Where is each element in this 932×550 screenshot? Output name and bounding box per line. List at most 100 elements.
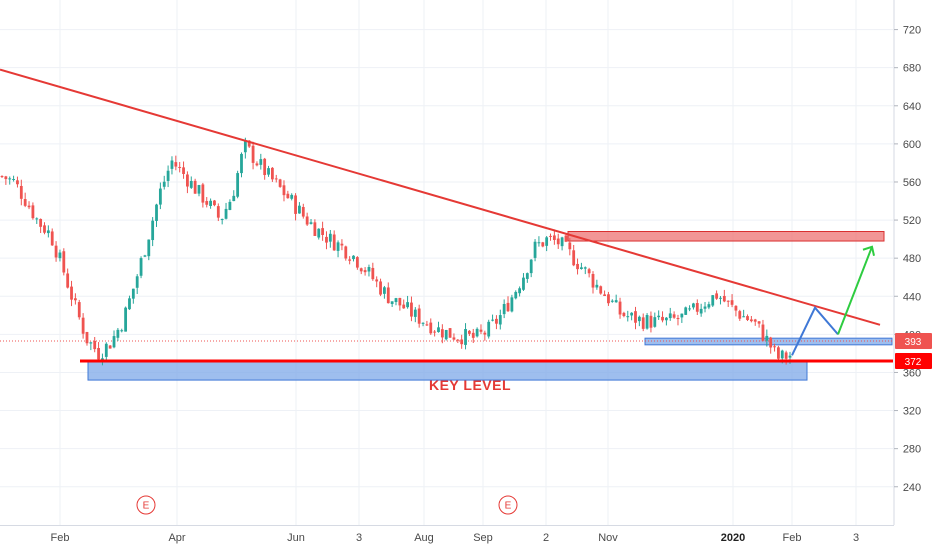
candle-body: [278, 179, 282, 187]
candle-body: [518, 288, 522, 294]
candle-body: [769, 337, 773, 348]
grid: [0, 0, 893, 525]
earnings-event-marker: [136, 495, 156, 515]
candle-body: [359, 268, 363, 272]
time-tick-label: Nov: [598, 532, 618, 544]
price-axis-bg: [894, 0, 932, 550]
candle-body: [722, 295, 726, 302]
candle-body: [444, 330, 448, 340]
candle-body: [672, 314, 676, 318]
candle-body: [587, 269, 591, 274]
price-tick-label: 320: [903, 406, 921, 418]
candle-body: [386, 287, 390, 304]
zones: [0, 231, 893, 381]
projection-path: [791, 305, 839, 356]
candle-body: [220, 218, 224, 220]
candle-body: [309, 222, 313, 224]
candle-body: [166, 170, 170, 181]
candle-body: [267, 168, 270, 175]
candle-body: [425, 324, 429, 326]
candle-body: [734, 305, 738, 311]
candle-body: [97, 348, 100, 360]
candle-body: [263, 158, 267, 176]
candle-body: [81, 317, 85, 334]
price-tick-label: 720: [903, 25, 921, 37]
candle-body: [12, 179, 15, 181]
time-tick-label: Feb: [783, 532, 802, 544]
candle-body: [31, 205, 35, 219]
candle-body: [657, 315, 661, 318]
candle-body: [39, 218, 43, 227]
candle-body: [170, 160, 174, 169]
candle-body: [325, 236, 328, 243]
candle-body: [139, 258, 143, 276]
price-badges: 393 372: [895, 333, 932, 370]
candle-body: [128, 298, 131, 310]
candle-body: [213, 200, 216, 206]
candle-body: [305, 216, 309, 225]
candle-body: [680, 313, 684, 318]
candle-body: [162, 181, 166, 187]
candle-body: [556, 238, 560, 245]
price-axis[interactable]: 240280320360400440480520560600640680720: [893, 0, 932, 550]
candle-body: [413, 309, 417, 317]
candle-body: [452, 337, 456, 340]
candle-body: [498, 315, 502, 325]
candle-body: [216, 206, 220, 218]
candle-body: [62, 251, 66, 273]
candle-body: [773, 346, 776, 348]
candle-body: [186, 174, 189, 187]
candle-body: [522, 277, 525, 290]
candle-body: [738, 311, 742, 319]
candle-body: [634, 311, 637, 323]
candle-body: [765, 335, 769, 341]
candle-body: [19, 185, 23, 199]
candle-body: [367, 267, 371, 272]
candle-body: [537, 242, 541, 244]
price-tick-label: 520: [903, 215, 921, 227]
candle-body: [313, 222, 317, 236]
candle-body: [502, 303, 506, 315]
candle-body: [591, 273, 595, 288]
candle-body: [0, 176, 4, 178]
candle-body: [402, 304, 406, 309]
candle-body: [197, 185, 201, 194]
candle-body: [475, 328, 479, 337]
candle-body: [27, 205, 31, 208]
candle-body: [618, 301, 622, 315]
candle-body: [243, 140, 247, 153]
candle-body: [286, 193, 290, 199]
time-tick-label: 2: [543, 532, 549, 544]
candle-body: [433, 331, 437, 333]
candle-body: [726, 300, 730, 302]
time-tick-label: Feb: [51, 532, 70, 544]
candle-body: [564, 235, 568, 242]
candle-body: [390, 301, 394, 304]
candle-body: [695, 303, 699, 312]
candle-body: [440, 329, 444, 338]
candle-body: [50, 231, 54, 246]
candle-body: [552, 235, 556, 240]
candle-body: [483, 332, 487, 335]
candle-body: [626, 316, 630, 318]
candle-body: [54, 245, 58, 258]
candle-body: [224, 208, 228, 219]
candle-body: [541, 242, 545, 247]
projection-arrow: [837, 246, 873, 335]
price-tick-label: 240: [903, 482, 921, 494]
candle-body: [784, 352, 788, 359]
candle-body: [205, 201, 209, 205]
arrow-head: [862, 245, 875, 256]
candle-body: [131, 288, 135, 299]
time-axis[interactable]: Feb Apr Jun 3 Aug Sep 2 Nov 2020 Feb 3: [0, 525, 932, 550]
time-tick-label: Apr: [168, 532, 185, 544]
price-tick-label: 280: [903, 444, 921, 456]
candle-body: [158, 188, 162, 205]
candle-body: [599, 286, 603, 294]
price-badge: [895, 353, 932, 370]
candle-body: [16, 180, 19, 185]
candle-body: [332, 234, 336, 251]
candle-body: [178, 166, 182, 168]
candle-body: [240, 153, 243, 174]
